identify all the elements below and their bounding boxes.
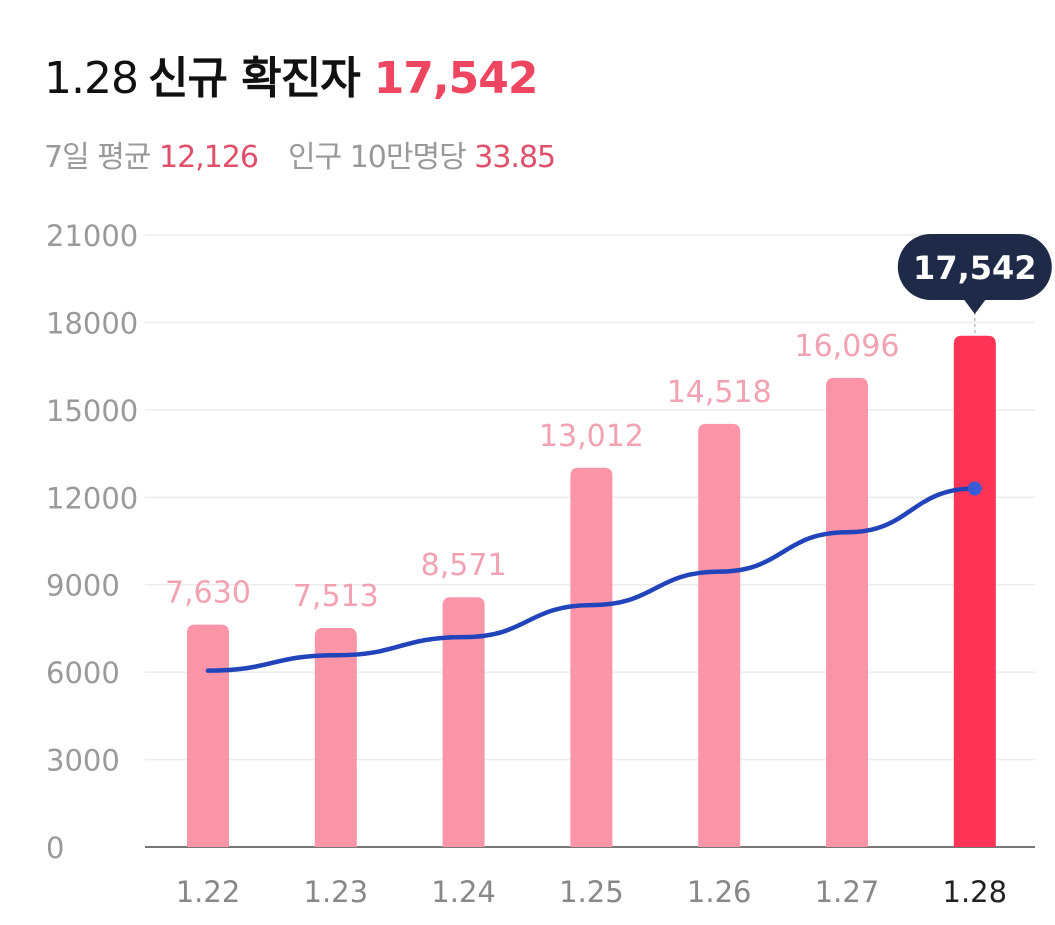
avg-value: 12,126 [158,140,259,175]
chart-subtitle: 7일 평균 12,126 인구 10만명당 33.85 [44,132,556,176]
bar-1.27[interactable] [826,377,868,847]
bar-1.25[interactable] [570,467,613,847]
title-date: 1.28 [44,53,139,104]
data-label: 16,096 [795,329,900,364]
chart-title: 1.28 신규 확진자 17,542 [44,42,539,106]
y-tick-label: 3000 [46,744,120,778]
y-tick-label: 18000 [46,306,138,340]
y-tick-label: 0 [46,831,64,865]
bars [187,335,996,847]
bar-1.22[interactable] [187,624,229,847]
y-tick-label: 21000 [46,219,138,253]
y-tick-label: 6000 [46,656,120,690]
bar-1.23[interactable] [314,628,357,847]
x-tick-label: 1.26 [687,875,752,909]
data-label: 14,518 [667,375,772,410]
x-tick-label: 1.27 [815,875,880,909]
x-axis: 1.22 1.23 1.24 1.25 1.26 1.27 1.28 [176,875,1007,909]
avg-label: 7일 평균 [44,140,151,175]
tooltip-bubble [897,234,1052,300]
y-tick-label: 9000 [46,569,120,603]
x-tick-label: 1.22 [176,875,241,909]
x-tick-label: 1.24 [431,875,496,909]
bar-1.28[interactable] [953,335,996,847]
data-label: 8,571 [421,548,507,583]
title-label: 신규 확진자 [147,53,361,104]
bar-1.26[interactable] [698,423,741,847]
bar-1.24[interactable] [442,597,485,847]
data-label: 13,012 [539,419,644,454]
per-capita-value: 33.85 [474,140,556,175]
data-label: 7,630 [165,576,251,611]
title-value: 17,542 [373,53,539,104]
x-tick-label: 1.23 [304,875,369,909]
average-line-point [967,481,982,496]
x-tick-label: 1.25 [559,875,624,909]
tooltip: 17,542 [897,234,1052,334]
average-line [205,481,982,673]
per-capita-label: 인구 10만명당 [287,140,467,175]
tooltip-pointer [962,298,987,314]
y-tick-label: 15000 [46,394,138,428]
average-line-path [205,486,978,673]
y-axis: 0 3000 6000 9000 12000 15000 18000 21000 [46,219,1035,865]
y-tick-label: 12000 [46,481,138,515]
data-label: 7,513 [293,579,379,614]
tooltip-value: 17,542 [913,249,1036,287]
data-labels: 7,630 7,513 8,571 13,012 14,518 16,096 [165,329,899,614]
x-tick-label: 1.28 [943,875,1008,909]
